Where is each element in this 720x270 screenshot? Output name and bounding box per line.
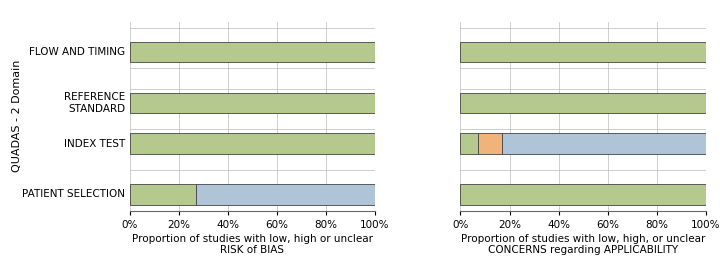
Bar <box>130 184 196 204</box>
Bar <box>477 133 502 154</box>
X-axis label: Proportion of studies with low, high or unclear
RISK of BIAS: Proportion of studies with low, high or … <box>132 234 373 255</box>
Bar <box>461 42 706 62</box>
Bar <box>130 93 374 113</box>
Bar <box>461 133 477 154</box>
Bar <box>196 184 374 204</box>
Bar <box>130 42 374 62</box>
Y-axis label: QUADAS - 2 Domain: QUADAS - 2 Domain <box>12 60 22 172</box>
Bar <box>502 133 706 154</box>
Bar <box>130 133 374 154</box>
X-axis label: Proportion of studies with low, high, or unclear
CONCERNS regarding APPLICABILIT: Proportion of studies with low, high, or… <box>461 234 705 255</box>
Bar <box>461 93 706 113</box>
Bar <box>461 184 706 204</box>
